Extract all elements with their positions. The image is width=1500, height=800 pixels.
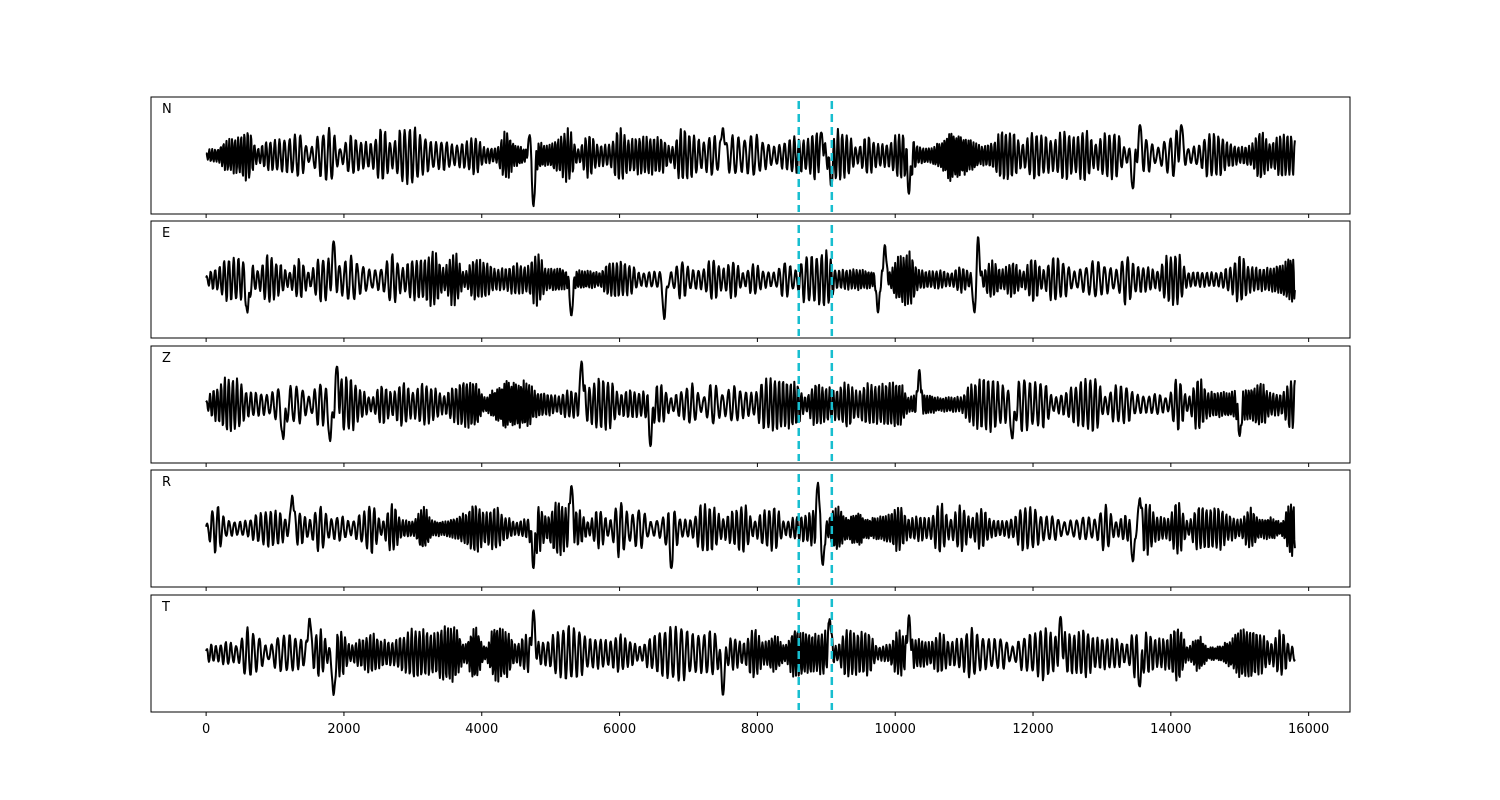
x-tick-label: 0 — [202, 722, 210, 737]
x-tick-label: 8000 — [741, 722, 774, 737]
panel-z: Z — [150, 345, 1351, 467]
x-tick-label: 14000 — [1150, 722, 1191, 737]
channel-label: N — [162, 102, 172, 117]
trace-e — [205, 236, 1296, 320]
x-tick-label: 2000 — [327, 722, 360, 737]
x-tick-label: 16000 — [1288, 722, 1329, 737]
x-tick-label: 6000 — [603, 722, 636, 737]
x-tick-label: 12000 — [1012, 722, 1053, 737]
channel-label: T — [161, 600, 170, 615]
channel-label: R — [162, 475, 171, 490]
channel-label: E — [162, 226, 170, 241]
panel-e: E — [150, 220, 1351, 342]
waveform-panels: N E Z R T — [150, 96, 1351, 716]
panel-r: R — [150, 469, 1351, 591]
panel-frame — [150, 345, 1351, 464]
panel-n: N — [150, 96, 1351, 218]
x-axis: 0 2000 4000 6000 8000 10000 12000 14000 16000 — [202, 722, 1329, 737]
trace-t — [205, 609, 1296, 696]
trace-r — [205, 481, 1296, 570]
trace-z — [205, 360, 1296, 448]
panel-frame — [150, 469, 1351, 588]
trace-n — [205, 124, 1296, 208]
x-tick-label: 10000 — [875, 722, 916, 737]
panel-frame — [150, 594, 1351, 713]
x-tick-label: 4000 — [465, 722, 498, 737]
panel-frame — [150, 96, 1351, 215]
channel-label: Z — [162, 351, 171, 366]
panel-t: T — [150, 594, 1351, 716]
panel-frame — [150, 220, 1351, 339]
